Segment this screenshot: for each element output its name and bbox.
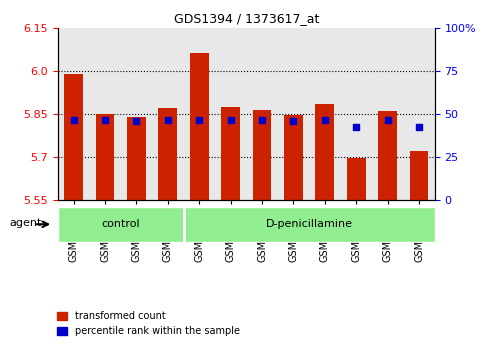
Point (353, 124, 360, 129)
Point (290, 118, 298, 124)
Bar (184, 28, 215, 200)
Point (227, 117, 235, 122)
Point (133, 118, 141, 124)
Text: control: control (101, 219, 140, 229)
Bar (372, 28, 403, 200)
Point (384, 117, 392, 122)
Bar (284, 115, 303, 200)
Bar (96, 114, 114, 200)
Bar (89, 28, 121, 200)
Bar (309, 28, 341, 200)
Bar (315, 104, 334, 200)
Legend: transformed count, percentile rank within the sample: transformed count, percentile rank withi… (53, 307, 243, 340)
Bar (121, 28, 152, 200)
Point (70, 117, 78, 122)
FancyBboxPatch shape (184, 207, 435, 242)
Bar (158, 108, 177, 200)
Bar (152, 28, 184, 200)
Bar (190, 53, 209, 200)
Bar (378, 111, 397, 200)
Point (258, 117, 266, 122)
Bar (341, 28, 372, 200)
Title: GDS1394 / 1373617_at: GDS1394 / 1373617_at (174, 12, 319, 25)
Bar (410, 151, 428, 200)
Bar (253, 109, 271, 200)
Bar (221, 107, 240, 200)
Bar (215, 28, 246, 200)
Bar (127, 117, 146, 200)
Bar (64, 73, 83, 200)
Bar (278, 28, 309, 200)
Bar (246, 28, 278, 200)
Point (321, 117, 328, 122)
Point (164, 117, 172, 122)
FancyBboxPatch shape (58, 207, 184, 242)
Text: D-penicillamine: D-penicillamine (266, 219, 353, 229)
Point (101, 117, 109, 122)
Point (415, 124, 423, 129)
Bar (347, 158, 366, 200)
Text: agent: agent (10, 218, 42, 227)
Point (195, 117, 203, 122)
Bar (58, 28, 89, 200)
Bar (403, 28, 435, 200)
